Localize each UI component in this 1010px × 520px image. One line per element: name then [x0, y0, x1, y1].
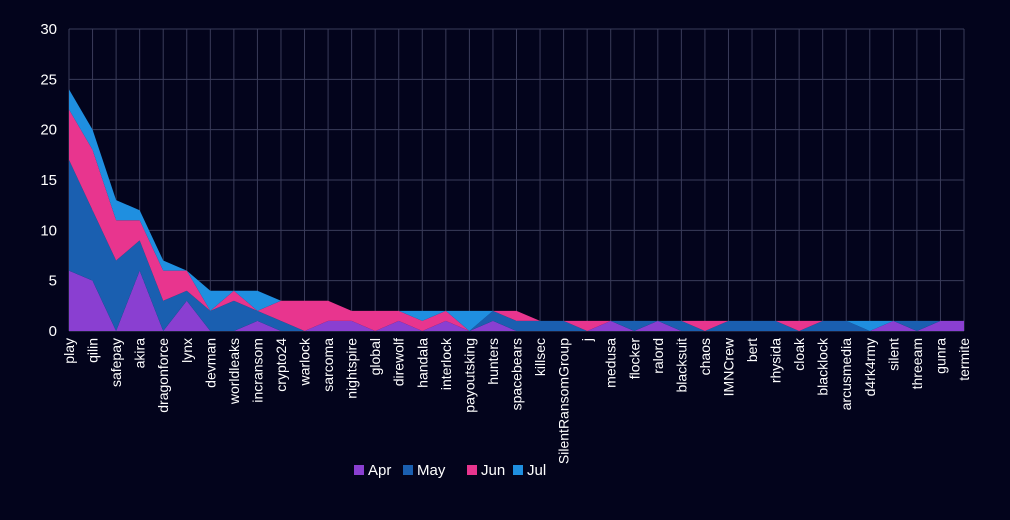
- area-series: [69, 89, 964, 332]
- x-tick-label: devman: [202, 338, 218, 388]
- x-tick-label: warlock: [297, 337, 313, 386]
- y-tick-label: 25: [40, 71, 57, 88]
- x-tick-label: blacksuit: [673, 338, 689, 393]
- legend-label-jun: Jun: [481, 462, 505, 479]
- x-tick-label: gunra: [932, 338, 948, 374]
- x-tick-label: incransom: [249, 338, 265, 403]
- x-axis: play qilin safepay akira dragonforce lynx devm…: [61, 337, 972, 464]
- x-tick-label: direwolf: [391, 338, 407, 386]
- x-tick-label: safepay: [108, 338, 124, 387]
- x-tick-label: qilin: [85, 338, 101, 363]
- x-tick-label: global: [367, 338, 383, 375]
- x-tick-label: d4rk4rmy: [862, 338, 878, 396]
- legend-label-may: May: [417, 462, 446, 479]
- legend: Apr May Jun Jul: [354, 462, 546, 479]
- x-tick-label: lynx: [179, 338, 195, 363]
- x-tick-label: blacklock: [815, 337, 831, 396]
- x-tick-label: handala: [414, 338, 430, 388]
- y-tick-label: 10: [40, 222, 57, 239]
- y-tick-label: 0: [49, 323, 57, 340]
- x-tick-label: spacebears: [509, 338, 525, 410]
- x-tick-label: cloak: [791, 337, 807, 371]
- legend-swatch-jul: [513, 465, 523, 475]
- y-tick-label: 5: [49, 273, 57, 290]
- x-tick-label: worldleaks: [226, 338, 242, 405]
- x-tick-label: sarcoma: [320, 338, 336, 392]
- x-tick-label: j: [579, 338, 595, 342]
- area-series-apr: [69, 270, 964, 331]
- y-tick-label: 30: [40, 21, 57, 38]
- x-tick-label: IMNCrew: [720, 337, 736, 396]
- x-tick-label: flocker: [626, 338, 642, 380]
- x-tick-label: dragonforce: [155, 338, 171, 413]
- x-tick-label: silent: [885, 338, 901, 371]
- legend-swatch-may: [403, 465, 413, 475]
- x-tick-label: termite: [956, 338, 972, 381]
- x-tick-label: rhysida: [768, 338, 784, 383]
- legend-swatch-apr: [354, 465, 364, 475]
- x-tick-label: crypto24: [273, 338, 289, 392]
- x-tick-label: SilentRansomGroup: [556, 338, 572, 464]
- x-tick-label: chaos: [697, 338, 713, 375]
- x-tick-label: threeam: [909, 338, 925, 389]
- y-tick-label: 15: [40, 172, 57, 189]
- x-tick-label: arcusmedia: [838, 338, 854, 411]
- x-tick-label: ralord: [650, 338, 666, 374]
- x-tick-label: medusa: [603, 338, 619, 388]
- x-tick-label: interlock: [438, 337, 454, 390]
- legend-label-apr: Apr: [368, 462, 391, 479]
- y-tick-label: 20: [40, 122, 57, 139]
- area-series-may: [69, 159, 964, 331]
- x-tick-label: nightspire: [344, 338, 360, 399]
- legend-swatch-jun: [467, 465, 477, 475]
- y-axis: 0 5 10 15 20 25 30: [40, 21, 57, 340]
- x-tick-label: play: [61, 338, 77, 364]
- x-tick-label: hunters: [485, 338, 501, 385]
- x-tick-label: akira: [132, 338, 148, 369]
- x-tick-label: payoutsking: [461, 338, 477, 413]
- x-tick-label: killsec: [532, 338, 548, 376]
- x-tick-label: bert: [744, 338, 760, 362]
- gridlines: [68, 28, 965, 332]
- legend-label-jul: Jul: [527, 462, 546, 479]
